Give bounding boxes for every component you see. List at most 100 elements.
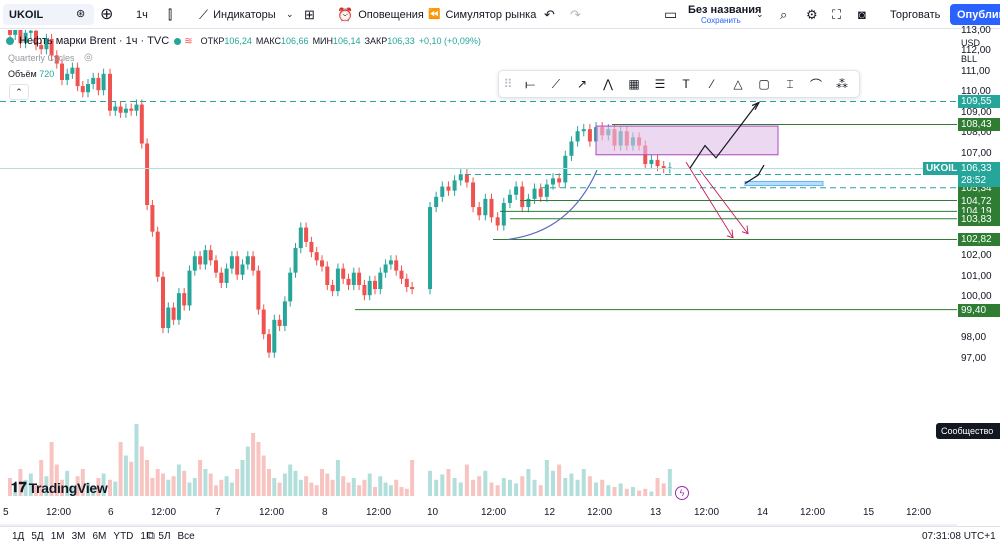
- settings-gear-icon[interactable]: ⚙: [806, 7, 818, 22]
- range-button[interactable]: 1Д: [12, 531, 25, 542]
- triangle-icon[interactable]: △: [733, 77, 743, 91]
- collapse-legend-icon[interactable]: ⌃: [9, 84, 29, 100]
- volume-bar: [293, 470, 298, 496]
- currency-label[interactable]: USD: [961, 38, 981, 48]
- parallel-channel-icon[interactable]: ☰: [654, 77, 666, 91]
- volume-bar: [563, 478, 568, 496]
- compare-symbol-button[interactable]: ⊕: [100, 6, 114, 23]
- date-range-icon[interactable]: ⧉: [147, 530, 155, 542]
- tradingview-logo[interactable]: 𝟏𝟕 TradingView: [11, 479, 108, 496]
- replay-button[interactable]: ⏪ Симулятор рынка: [428, 0, 536, 29]
- interval-button[interactable]: 1ч: [136, 0, 148, 29]
- range-button[interactable]: 6М: [92, 531, 107, 542]
- volume-bar: [219, 479, 224, 496]
- pattern-icon[interactable]: ⁂: [836, 77, 848, 91]
- symbol-dot-icon: [6, 37, 14, 45]
- price-tick: 108,00: [961, 127, 992, 139]
- line-tool-icon[interactable]: ⁄: [710, 77, 713, 91]
- alerts-label: Оповещения: [358, 8, 424, 21]
- alarm-clock-icon: ⏰: [337, 7, 354, 22]
- publish-button[interactable]: Опублико: [950, 4, 1000, 25]
- fib-grid-icon[interactable]: ▦: [628, 77, 640, 91]
- volume-legend[interactable]: Объём 720: [8, 69, 54, 79]
- bullish-arrow-head: [751, 101, 761, 110]
- price-chart[interactable]: [0, 30, 957, 526]
- range-button[interactable]: 5Л: [158, 531, 171, 542]
- add-symbol-icon[interactable]: ⊛: [76, 8, 86, 20]
- level-price-badge[interactable]: 109,55: [958, 95, 1000, 109]
- layout-name-button[interactable]: Без названия Сохранить: [688, 0, 761, 29]
- templates-icon[interactable]: ⊞: [304, 7, 315, 22]
- range-button[interactable]: Все: [177, 531, 195, 542]
- alerts-button[interactable]: ⏰ Оповещения: [337, 0, 424, 29]
- candle-body: [277, 319, 282, 326]
- volume-bar: [587, 476, 592, 496]
- curve-icon[interactable]: ⌒: [809, 77, 822, 92]
- level-price-badge[interactable]: 99,40: [958, 303, 1000, 317]
- volume-bar: [325, 473, 330, 496]
- horizontal-line-icon[interactable]: ⟝: [525, 76, 535, 91]
- text-tool-icon[interactable]: T: [682, 77, 690, 91]
- layout-icon[interactable]: ▭: [664, 6, 678, 22]
- candle-body: [118, 106, 123, 113]
- volume-bar: [471, 479, 476, 496]
- unit-label[interactable]: BLL: [961, 54, 978, 64]
- volume-bar: [428, 470, 432, 496]
- quick-search-icon[interactable]: ⌕: [780, 7, 788, 22]
- legend-link-icon[interactable]: ≋: [184, 35, 193, 47]
- fullscreen-icon[interactable]: ⛶: [832, 7, 842, 22]
- chart-type-icon[interactable]: ⫿: [168, 7, 173, 22]
- range-button[interactable]: 5Д: [31, 531, 44, 542]
- supply-zone-rect: [595, 125, 779, 156]
- bullish-projection-path: [689, 102, 759, 169]
- level-price-badge[interactable]: 108,43: [958, 118, 1000, 132]
- last-price-badge[interactable]: 106,33 28:52: [958, 161, 1000, 187]
- price-range-icon[interactable]: ⌶: [786, 76, 794, 91]
- low-value: 106,14: [333, 36, 361, 46]
- chart-legend: Нефть марки Brent · 1ч · TVC ≋ ОТКР 106,2…: [0, 30, 960, 100]
- candle-body: [330, 284, 335, 292]
- candle-body: [304, 227, 309, 242]
- drag-handle-icon[interactable]: ⠿: [503, 77, 513, 91]
- eye-hidden-icon[interactable]: ◎: [84, 52, 93, 63]
- trade-button[interactable]: Торговать: [890, 0, 940, 29]
- layout-menu-chevron-icon[interactable]: ⌄: [756, 9, 764, 19]
- level-price-badge[interactable]: 103,83: [958, 212, 1000, 226]
- rectangle-icon[interactable]: ▢: [758, 77, 770, 91]
- indicator-label[interactable]: Quarterly Cycles: [8, 53, 75, 63]
- candle-body: [410, 287, 415, 290]
- level-price-badge[interactable]: 104,72: [958, 194, 1000, 208]
- legend-title[interactable]: Нефть марки Brent · 1ч · TVC: [19, 35, 170, 47]
- candle-body: [587, 129, 592, 142]
- clock-time[interactable]: 07:31:08 UTC+1: [922, 531, 996, 542]
- range-button[interactable]: 3М: [71, 531, 86, 542]
- price-scale[interactable]: USD BLL 113,00 112,00 111,00 110,00 109,00 10…: [923, 25, 1000, 526]
- volume-bar: [129, 461, 134, 496]
- redo-icon[interactable]: ↷: [570, 7, 581, 22]
- lightning-icon[interactable]: ϟ: [675, 486, 689, 500]
- volume-bar: [581, 469, 586, 496]
- path-icon[interactable]: ⋀: [603, 77, 613, 91]
- ray-icon[interactable]: ↗: [576, 77, 588, 91]
- undo-icon[interactable]: ↶: [544, 7, 555, 22]
- symbol-name[interactable]: UKOIL: [9, 0, 43, 29]
- candle-body: [383, 264, 388, 273]
- indicators-button[interactable]: ⟋ Индикаторы: [199, 0, 276, 29]
- range-button[interactable]: 1М: [50, 531, 65, 542]
- chevron-down-icon[interactable]: ⌄: [286, 9, 294, 19]
- volume-bar: [351, 478, 356, 496]
- candle-body: [569, 141, 574, 156]
- candle-body: [44, 38, 49, 50]
- symbol-search[interactable]: [3, 4, 94, 25]
- community-button[interactable]: Сообщество: [936, 423, 1000, 439]
- range-button[interactable]: 1Г: [140, 531, 152, 542]
- candle-body: [171, 307, 176, 320]
- level-price-badge[interactable]: 102,82: [958, 233, 1000, 247]
- volume-bar: [13, 483, 18, 496]
- camera-icon[interactable]: ◙: [858, 7, 866, 22]
- candle-body: [155, 231, 160, 277]
- range-button[interactable]: YTD: [113, 531, 134, 542]
- bar-countdown: 28:52: [961, 174, 987, 186]
- candle-body: [404, 278, 409, 288]
- trend-line-icon[interactable]: ⟋: [551, 76, 561, 91]
